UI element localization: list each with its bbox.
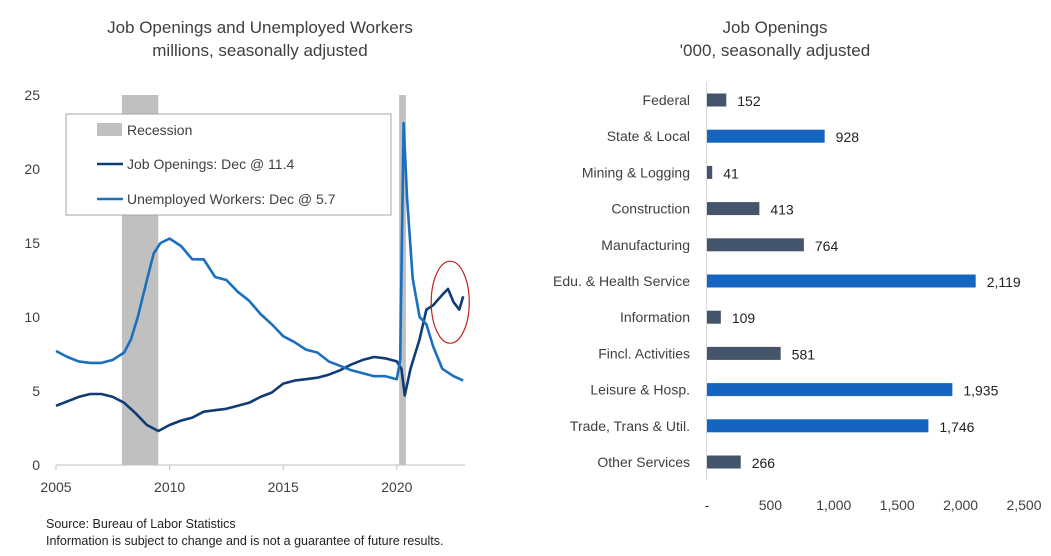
value-label: 1,935 bbox=[963, 383, 998, 399]
x-tick-label: 2015 bbox=[268, 479, 299, 495]
disclaimer-note: Information is subject to change and is … bbox=[46, 534, 444, 548]
y-tick-label: 10 bbox=[24, 309, 40, 325]
category-label: Fincl. Activities bbox=[598, 345, 690, 361]
category-label: Mining & Logging bbox=[582, 164, 690, 180]
category-label: Leisure & Hosp. bbox=[590, 382, 690, 398]
legend-job-openings-label: Job Openings: Dec @ 11.4 bbox=[127, 156, 294, 172]
value-label: 413 bbox=[770, 202, 794, 218]
bar bbox=[707, 129, 825, 143]
y-tick-label: 0 bbox=[32, 457, 40, 473]
category-label: Manufacturing bbox=[601, 237, 690, 253]
job-openings-line bbox=[55, 287, 465, 433]
highlight-circle bbox=[430, 260, 470, 344]
bar bbox=[707, 383, 953, 397]
category-label: Information bbox=[620, 309, 690, 325]
x-tick-label: 1,000 bbox=[816, 497, 851, 513]
x-tick-label: 2005 bbox=[40, 479, 71, 495]
x-tick-label: 2010 bbox=[154, 479, 185, 495]
bar bbox=[707, 419, 929, 433]
right-chart-title: Job Openings '000, seasonally adjusted bbox=[610, 16, 940, 62]
value-label: 1,746 bbox=[939, 419, 974, 435]
x-tick-label: 2,500 bbox=[1006, 497, 1041, 513]
x-tick-label: 500 bbox=[759, 497, 783, 513]
y-tick-label: 15 bbox=[24, 235, 40, 251]
bar bbox=[707, 238, 804, 252]
bar bbox=[707, 165, 713, 179]
legend-recession-swatch bbox=[97, 123, 122, 136]
category-label: Construction bbox=[611, 201, 690, 217]
legend-recession-label: Recession bbox=[127, 122, 192, 138]
bar-chart: Federal 152 State & Local 928 Mining & Loggi… bbox=[553, 82, 1042, 513]
x-tick-label: 2,000 bbox=[943, 497, 978, 513]
x-tick-label: - bbox=[705, 497, 710, 513]
left-chart-title-line2: millions, seasonally adjusted bbox=[152, 41, 368, 60]
y-tick-label: 25 bbox=[24, 87, 40, 103]
left-chart-title-line1: Job Openings and Unemployed Workers bbox=[107, 18, 413, 37]
bar bbox=[707, 202, 760, 216]
bar bbox=[707, 346, 781, 360]
legend-unemployed-label: Unemployed Workers: Dec @ 5.7 bbox=[127, 191, 336, 207]
left-chart-title: Job Openings and Unemployed Workers mill… bbox=[40, 16, 480, 62]
value-label: 581 bbox=[792, 346, 816, 362]
unemployed-workers-line bbox=[55, 121, 464, 382]
x-tick-label: 2020 bbox=[381, 479, 412, 495]
value-label: 109 bbox=[732, 310, 756, 326]
category-label: Trade, Trans & Util. bbox=[570, 418, 690, 434]
right-chart-title-line1: Job Openings bbox=[722, 18, 828, 37]
value-label: 266 bbox=[752, 455, 776, 471]
value-label: 41 bbox=[723, 165, 739, 181]
bar bbox=[707, 455, 741, 469]
bar bbox=[707, 93, 727, 107]
value-label: 152 bbox=[737, 93, 761, 109]
category-label: State & Local bbox=[607, 128, 690, 144]
x-tick-label: 1,500 bbox=[880, 497, 915, 513]
category-label: Other Services bbox=[597, 454, 690, 470]
line-chart: 0 5 10 15 20 25 2005 2010 2015 2020 Recession Job O… bbox=[24, 87, 470, 495]
value-label: 928 bbox=[836, 129, 860, 145]
right-chart-title-line2: '000, seasonally adjusted bbox=[679, 41, 871, 60]
source-note: Source: Bureau of Labor Statistics bbox=[46, 517, 236, 531]
bar bbox=[707, 274, 976, 288]
bar bbox=[707, 310, 721, 324]
y-tick-label: 20 bbox=[24, 161, 40, 177]
category-label: Edu. & Health Service bbox=[553, 273, 690, 289]
category-label: Federal bbox=[643, 92, 690, 108]
y-tick-label: 5 bbox=[32, 383, 40, 399]
value-label: 764 bbox=[815, 238, 839, 254]
value-label: 2,119 bbox=[987, 274, 1021, 290]
